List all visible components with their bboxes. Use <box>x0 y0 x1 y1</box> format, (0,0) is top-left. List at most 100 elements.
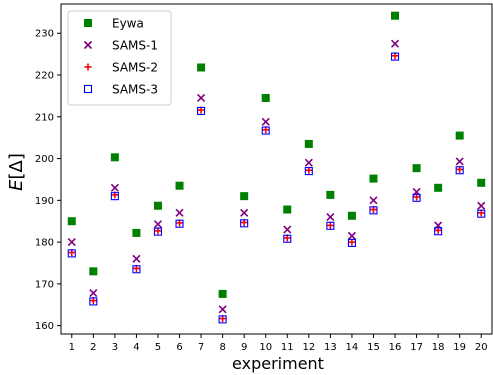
x-tick-label: 5 <box>155 342 161 353</box>
legend-marker <box>84 63 92 71</box>
data-point <box>132 228 141 237</box>
data-point <box>218 305 227 314</box>
data-point <box>391 11 400 20</box>
data-point <box>261 93 270 102</box>
data-point <box>369 206 378 215</box>
data-points <box>67 11 486 324</box>
legend-label: SAMS-3 <box>112 83 158 97</box>
legend-label: SAMS-2 <box>112 61 158 75</box>
data-point <box>390 39 400 48</box>
x-tick-label: 7 <box>198 342 204 353</box>
data-point <box>455 157 464 166</box>
data-point <box>304 167 313 176</box>
data-point <box>434 183 443 192</box>
data-point <box>326 212 335 222</box>
x-tick-label: 13 <box>324 342 337 353</box>
data-point <box>369 196 378 205</box>
legend-marker <box>83 84 93 94</box>
data-point <box>132 265 141 274</box>
y-tick-label: 170 <box>35 279 54 290</box>
x-tick-label: 19 <box>453 342 466 353</box>
x-tick-label: 10 <box>259 342 272 353</box>
x-tick-label: 16 <box>389 342 402 353</box>
legend-marker <box>84 19 92 27</box>
data-point <box>175 181 184 190</box>
y-tick-label: 160 <box>35 321 54 332</box>
data-point <box>89 267 98 276</box>
x-tick-label: 8 <box>219 342 225 353</box>
legend-box <box>67 10 172 106</box>
x-tick-label: 15 <box>367 342 380 353</box>
x-tick-label: 4 <box>133 342 139 353</box>
data-point <box>261 117 270 126</box>
data-point <box>67 249 76 258</box>
data-point <box>175 208 184 217</box>
data-point <box>455 166 464 175</box>
data-point <box>197 93 206 103</box>
y-axis-label: E[Δ] <box>6 153 27 191</box>
legend-entry: SAMS-1 <box>83 39 158 53</box>
data-point <box>240 219 249 228</box>
data-point <box>110 153 119 162</box>
data-point <box>326 221 334 229</box>
x-tick-label: 2 <box>90 342 96 353</box>
series-sams-1 <box>67 39 486 314</box>
legend-entry: SAMS-2 <box>84 61 158 75</box>
y-tick-label: 180 <box>35 238 54 249</box>
legend-marker <box>83 40 93 50</box>
data-point <box>477 209 486 218</box>
data-point <box>261 126 270 135</box>
series-eywa <box>67 11 486 298</box>
data-point <box>283 225 292 234</box>
data-point <box>434 227 443 236</box>
y-tick-label: 190 <box>35 196 54 207</box>
data-point <box>455 131 464 140</box>
data-point <box>110 192 119 201</box>
data-point <box>369 174 378 183</box>
data-point <box>326 190 335 199</box>
data-point <box>110 183 119 192</box>
x-tick-label: 14 <box>346 342 359 353</box>
data-point <box>477 178 486 187</box>
data-point <box>197 106 206 115</box>
plot-border <box>60 3 493 335</box>
data-point <box>89 297 98 306</box>
legend-label: SAMS-1 <box>112 39 158 53</box>
series-sams-3 <box>67 52 486 324</box>
x-tick-label: 3 <box>112 342 118 353</box>
data-point <box>412 193 421 202</box>
x-tick-label: 6 <box>176 342 182 353</box>
x-tick-label: 12 <box>302 342 315 353</box>
data-point <box>347 238 356 247</box>
data-point <box>89 288 98 298</box>
x-tick-label: 17 <box>410 342 423 353</box>
data-point <box>67 217 76 226</box>
legend-entry: SAMS-3 <box>83 83 158 97</box>
data-point <box>326 221 335 230</box>
legend-label: Eywa <box>112 17 144 31</box>
y-tick-label: 210 <box>35 112 54 123</box>
x-axis: 1 2 3 4 5 6 7 8 9 10 11 12 13 14 15 16 17 18 19 20 <box>69 334 488 353</box>
data-point <box>153 220 163 229</box>
data-point <box>304 158 313 167</box>
x-tick-label: 11 <box>281 342 294 353</box>
data-point <box>240 208 249 217</box>
data-point <box>390 52 400 61</box>
data-point <box>412 164 421 173</box>
y-tick-label: 220 <box>35 71 54 82</box>
x-tick-label: 1 <box>69 342 75 353</box>
x-tick-label: 9 <box>241 342 247 353</box>
series-sams-2 <box>68 52 485 323</box>
legend-entry: Eywa <box>84 17 144 31</box>
data-point <box>304 139 313 148</box>
data-point <box>218 289 227 298</box>
plot-area <box>60 3 493 335</box>
data-point <box>67 238 76 247</box>
y-axis: 160 170 180 190 200 210 220 230 <box>35 29 61 332</box>
data-point <box>218 315 227 324</box>
y-tick-label: 230 <box>35 29 54 40</box>
data-point <box>175 219 184 228</box>
data-point <box>240 192 249 201</box>
data-point <box>197 63 206 72</box>
